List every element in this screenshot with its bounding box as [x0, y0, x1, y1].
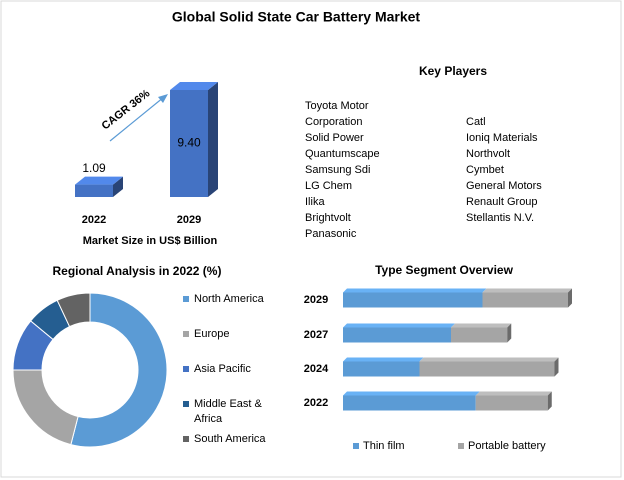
key-player: Ioniq Materials [466, 132, 538, 144]
bar [75, 184, 113, 197]
key-player: Samsung Sdi [305, 164, 371, 176]
bar-top [482, 288, 572, 293]
bar-side [568, 288, 572, 308]
legend-item: Asia Pacific [183, 362, 276, 377]
legend-item: South America [183, 432, 276, 447]
bar-segment [475, 395, 548, 411]
bar-top [343, 357, 424, 362]
key-player: General Motors [466, 180, 542, 192]
key-player: Brightvolt [305, 212, 351, 224]
key-players-right: Catl Ioniq Materials Northvolt Cymbet Genera… [466, 114, 586, 226]
chart-title: Type Segment Overview [375, 263, 513, 277]
key-player: Stellantis N.V. [466, 212, 535, 224]
key-player: Northvolt [466, 148, 511, 160]
y-tick-label: 2022 [304, 397, 328, 409]
legend-label: Portable battery [468, 440, 546, 452]
key-player: Toyota Motor Corporation [305, 100, 369, 128]
legend-label: Asia Pacific [194, 363, 251, 375]
legend-item: North America [183, 292, 276, 307]
bar-segment [419, 361, 555, 377]
legend-swatch [353, 443, 359, 449]
legend-label: South America [194, 433, 266, 445]
bar-side [208, 82, 218, 197]
bar-top [170, 82, 218, 90]
legend-label: Middle East & Africa [194, 398, 262, 425]
bar-segment [451, 327, 508, 343]
bar-side [554, 357, 559, 377]
value-label: 9.40 [177, 136, 201, 150]
y-tick-label: 2027 [304, 329, 328, 341]
bar-segment [482, 292, 568, 308]
x-tick-label: 2029 [177, 214, 201, 226]
value-label: 1.09 [82, 161, 106, 175]
key-player: LG Chem [305, 180, 353, 192]
bar-segment [343, 395, 476, 411]
pie-slice [56, 292, 91, 328]
bar-top [343, 323, 455, 328]
x-tick-label: 2022 [82, 214, 106, 226]
bar-top [75, 176, 123, 185]
key-player: Panasonic [305, 228, 357, 240]
key-player: Ilika [305, 196, 325, 208]
page-title: Global Solid State Car Battery Market [172, 9, 421, 25]
cagr-arrowhead [158, 94, 168, 103]
cagr-annotation: CAGR 36% [100, 87, 153, 132]
bar-segment [343, 361, 420, 377]
key-players-title: Key Players [419, 64, 487, 78]
bar-side [547, 391, 552, 411]
bar-top [451, 323, 512, 328]
key-player: Catl [466, 116, 486, 128]
legend-label: Thin film [363, 440, 405, 452]
bar-top [419, 357, 559, 362]
legend-item: Europe [183, 327, 276, 342]
pie-slice [70, 292, 168, 448]
legend-label: Europe [194, 328, 230, 340]
key-player: Solid Power [305, 132, 364, 144]
key-player: Quantumscape [305, 148, 380, 160]
cagr-arrow [109, 96, 165, 142]
legend-item: Middle East & Africa [183, 397, 276, 427]
legend-swatch [183, 331, 189, 337]
y-tick-label: 2029 [304, 294, 328, 306]
legend-swatch [183, 401, 189, 407]
key-player: Cymbet [466, 164, 504, 176]
bar-top [343, 391, 480, 396]
x-axis-title: Market Size in US$ Billion [83, 235, 218, 247]
legend-swatch [183, 296, 189, 302]
chart-title: Regional Analysis in 2022 (%) [53, 264, 222, 278]
legend-swatch [183, 366, 189, 372]
bar-top [343, 288, 487, 293]
y-tick-label: 2024 [304, 363, 329, 375]
bar-segment [343, 327, 451, 343]
key-players-left: Toyota Motor Corporation Solid Power Quant… [305, 98, 397, 242]
bar [170, 90, 208, 197]
legend-label: North America [194, 293, 264, 305]
legend-swatch [183, 436, 189, 442]
pie-slice [12, 369, 79, 446]
bar-side [113, 176, 123, 197]
bar-top [475, 391, 552, 396]
legend-swatch [458, 443, 464, 449]
bar-side [507, 323, 512, 343]
bar-segment [343, 292, 483, 308]
key-player: Renault Group [466, 196, 538, 208]
